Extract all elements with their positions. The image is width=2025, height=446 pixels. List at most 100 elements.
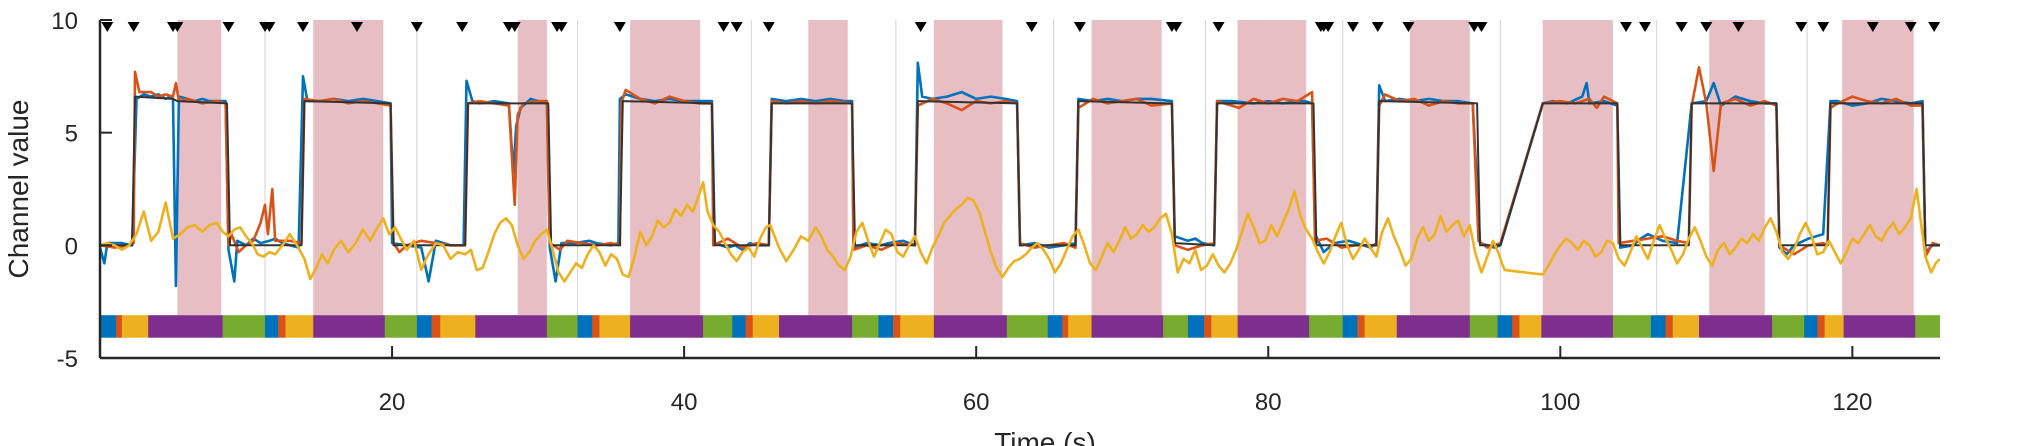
shaded-region-8 (1409, 20, 1470, 316)
event-marker-39 (1817, 22, 1830, 32)
state-segment-26 (892, 315, 901, 338)
state-segment-49 (1612, 315, 1652, 338)
x-tick-label-2: 60 (963, 389, 990, 416)
shaded-region-1 (313, 20, 384, 316)
event-marker-37 (1732, 22, 1745, 32)
state-segment-18 (630, 315, 704, 338)
state-segment-29 (1006, 315, 1049, 338)
series-line-yellow (100, 180, 1940, 283)
event-marker-20 (1025, 22, 1038, 32)
state-segment-37 (1211, 315, 1239, 338)
y-tick-label-3: 10 (51, 8, 78, 35)
state-segment-16 (592, 315, 600, 338)
state-segment-21 (745, 315, 754, 338)
event-marker-27 (1322, 22, 1335, 32)
event-marker-21 (1073, 22, 1086, 32)
state-segment-57 (1824, 315, 1845, 338)
shaded-region-6 (1091, 20, 1162, 316)
shaded-region-0 (177, 20, 222, 316)
shaded-region-4 (808, 20, 848, 316)
event-marker-10 (456, 22, 469, 32)
state-segment-34 (1163, 315, 1189, 338)
state-segment-35 (1187, 315, 1205, 338)
state-segment-15 (577, 315, 593, 338)
state-segment-42 (1364, 315, 1398, 338)
state-segment-36 (1204, 315, 1212, 338)
state-segment-25 (878, 315, 894, 338)
state-segment-1 (116, 315, 123, 338)
event-marker-15 (613, 22, 626, 32)
event-marker-3 (171, 22, 184, 32)
state-segment-58 (1843, 315, 1916, 338)
x-tick-label-3: 80 (1255, 389, 1282, 416)
state-segment-22 (752, 315, 780, 338)
state-segment-54 (1772, 315, 1805, 338)
event-marker-1 (127, 22, 140, 32)
state-segment-31 (1062, 315, 1069, 338)
state-segment-10 (416, 315, 432, 338)
event-marker-6 (263, 22, 276, 32)
state-segment-40 (1342, 315, 1358, 338)
state-segment-47 (1519, 315, 1542, 338)
state-segment-24 (852, 315, 879, 338)
event-marker-42 (1928, 22, 1941, 32)
x-axis-label: Time (s) (994, 427, 1096, 446)
state-segment-52 (1672, 315, 1700, 338)
state-segment-27 (900, 315, 935, 338)
event-marker-35 (1675, 22, 1688, 32)
state-segment-7 (285, 315, 314, 338)
state-segment-39 (1309, 315, 1344, 338)
event-marker-14 (555, 22, 568, 32)
state-segment-23 (779, 315, 853, 338)
event-marker-33 (1620, 22, 1633, 32)
series-line-dark (100, 95, 1940, 247)
state-segment-13 (475, 315, 548, 338)
event-marker-9 (410, 22, 423, 32)
event-marker-19 (914, 22, 927, 32)
shaded-region-2 (517, 20, 547, 316)
y-tick-label-1: 0 (65, 233, 78, 260)
shaded-regions (177, 20, 1914, 316)
state-segment-51 (1665, 315, 1674, 338)
event-marker-41 (1904, 22, 1917, 32)
event-marker-17 (730, 22, 743, 32)
shaded-region-5 (933, 20, 1003, 316)
shaded-region-11 (1842, 20, 1914, 316)
event-marker-4 (222, 22, 235, 32)
state-segment-6 (278, 315, 286, 338)
state-segment-0 (100, 315, 117, 338)
state-segment-14 (546, 315, 579, 338)
event-marker-7 (296, 22, 309, 32)
y-tick-label-0: -5 (57, 346, 78, 373)
state-segment-28 (933, 315, 1008, 338)
state-segment-43 (1396, 315, 1471, 338)
state-segment-53 (1699, 315, 1773, 338)
x-tick-label-4: 100 (1540, 389, 1580, 416)
shaded-region-7 (1237, 20, 1307, 316)
state-segment-2 (121, 315, 149, 338)
state-segment-8 (313, 315, 386, 338)
x-tick-label-0: 20 (379, 389, 406, 416)
event-marker-24 (1212, 22, 1225, 32)
state-segment-11 (431, 315, 441, 338)
x-tick-label-1: 40 (671, 389, 698, 416)
y-tick-label-2: 5 (65, 121, 78, 148)
axes (98, 19, 1940, 360)
shaded-region-9 (1542, 20, 1613, 316)
event-marker-29 (1371, 22, 1384, 32)
shaded-region-3 (630, 20, 701, 316)
state-segment-56 (1817, 315, 1826, 338)
state-segment-32 (1068, 315, 1093, 338)
state-segment-33 (1091, 315, 1164, 338)
state-segment-5 (265, 315, 279, 338)
state-segment-59 (1915, 315, 1940, 338)
state-segment-20 (732, 315, 746, 338)
event-marker-28 (1346, 22, 1359, 32)
event-marker-16 (717, 22, 730, 32)
state-segment-50 (1650, 315, 1666, 338)
state-segment-3 (148, 315, 224, 338)
event-marker-40 (1866, 22, 1879, 32)
event-marker-23 (1170, 22, 1183, 32)
state-segment-19 (703, 315, 733, 338)
